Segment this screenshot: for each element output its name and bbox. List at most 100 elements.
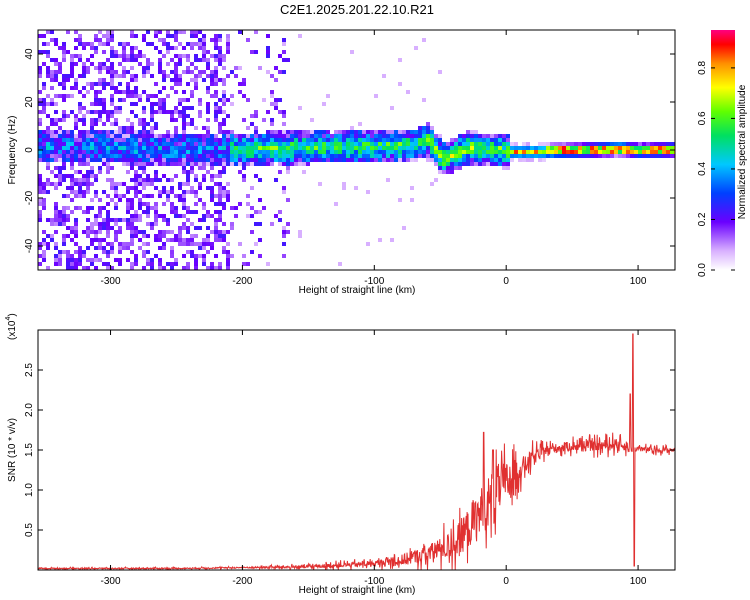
heatmap-cell bbox=[38, 150, 42, 154]
heatmap-cell bbox=[406, 154, 410, 158]
heatmap-cell bbox=[70, 162, 74, 166]
heatmap-cell bbox=[190, 146, 194, 150]
heatmap-cell bbox=[254, 146, 258, 150]
heatmap-cell bbox=[138, 158, 142, 162]
heatmap-cell bbox=[42, 82, 46, 86]
heatmap-cell bbox=[246, 214, 250, 218]
heatmap-cell bbox=[142, 126, 146, 130]
heatmap-cell bbox=[482, 138, 486, 142]
heatmap-cell bbox=[138, 174, 142, 178]
heatmap-cell bbox=[46, 30, 50, 34]
heatmap-cell bbox=[50, 182, 54, 186]
heatmap-cell bbox=[158, 70, 162, 74]
heatmap-cell bbox=[534, 146, 538, 150]
heatmap-cell bbox=[222, 170, 226, 174]
heatmap-cell bbox=[314, 142, 318, 146]
heatmap-cell bbox=[190, 186, 194, 190]
heatmap-cell bbox=[214, 118, 218, 122]
heatmap-cell bbox=[282, 162, 286, 166]
heatmap-cell bbox=[482, 150, 486, 154]
heatmap-cell bbox=[190, 154, 194, 158]
heatmap-cell bbox=[254, 30, 258, 34]
heatmap-cell bbox=[446, 146, 450, 150]
heatmap-cell bbox=[50, 158, 54, 162]
heatmap-cell bbox=[62, 78, 66, 82]
heatmap-cell bbox=[586, 142, 590, 146]
heatmap-cell bbox=[102, 250, 106, 254]
heatmap-cell bbox=[146, 182, 150, 186]
heatmap-cell bbox=[462, 150, 466, 154]
heatmap-cell bbox=[202, 158, 206, 162]
heatmap-cell bbox=[38, 146, 42, 150]
heatmap-cell bbox=[82, 74, 86, 78]
heatmap-cell bbox=[142, 34, 146, 38]
heatmap-cell bbox=[198, 30, 202, 34]
heatmap-cell bbox=[90, 258, 94, 262]
heatmap-cell bbox=[566, 154, 570, 158]
heatmap-cell bbox=[658, 142, 662, 146]
heatmap-cell bbox=[50, 38, 54, 42]
heatmap-cell bbox=[354, 158, 358, 162]
heatmap-cell bbox=[110, 266, 114, 270]
heatmap-cell bbox=[174, 146, 178, 150]
heatmap-cell bbox=[130, 238, 134, 242]
heatmap-cell bbox=[186, 170, 190, 174]
heatmap-cell bbox=[238, 66, 242, 70]
heatmap-cell bbox=[58, 66, 62, 70]
heatmap-cell bbox=[50, 86, 54, 90]
heatmap-cell bbox=[138, 202, 142, 206]
x-tick-label: 0 bbox=[503, 576, 509, 587]
heatmap-cell bbox=[426, 154, 430, 158]
heatmap-cell bbox=[230, 70, 234, 74]
heatmap-cell bbox=[294, 142, 298, 146]
heatmap-cell bbox=[130, 214, 134, 218]
heatmap-cell bbox=[386, 150, 390, 154]
heatmap-cell bbox=[598, 150, 602, 154]
heatmap-cell bbox=[182, 70, 186, 74]
heatmap-cell bbox=[222, 202, 226, 206]
heatmap-cell bbox=[186, 150, 190, 154]
heatmap-cell bbox=[438, 138, 442, 142]
heatmap-cell bbox=[154, 122, 158, 126]
heatmap-cell bbox=[118, 142, 122, 146]
heatmap-cell bbox=[342, 186, 346, 190]
heatmap-cell bbox=[342, 142, 346, 146]
heatmap-cell bbox=[438, 166, 442, 170]
heatmap-cell bbox=[86, 246, 90, 250]
heatmap-cell bbox=[422, 98, 426, 102]
heatmap-cell bbox=[182, 122, 186, 126]
heatmap-cell bbox=[570, 154, 574, 158]
heatmap-cell bbox=[142, 242, 146, 246]
heatmap-cell bbox=[254, 134, 258, 138]
heatmap-cell bbox=[302, 146, 306, 150]
heatmap-cell bbox=[146, 178, 150, 182]
heatmap-cell bbox=[482, 142, 486, 146]
heatmap-cell bbox=[606, 154, 610, 158]
heatmap-cell bbox=[202, 154, 206, 158]
heatmap-cell bbox=[130, 54, 134, 58]
heatmap-cell bbox=[90, 242, 94, 246]
heatmap-cell bbox=[214, 66, 218, 70]
heatmap-cell bbox=[326, 154, 330, 158]
heatmap-cell bbox=[218, 138, 222, 142]
heatmap-cell bbox=[94, 110, 98, 114]
heatmap-cell bbox=[150, 118, 154, 122]
heatmap-cell bbox=[158, 30, 162, 34]
heatmap-cell bbox=[258, 154, 262, 158]
heatmap-cell bbox=[114, 206, 118, 210]
heatmap-cell bbox=[178, 242, 182, 246]
heatmap-cell bbox=[222, 78, 226, 82]
heatmap-cell bbox=[130, 230, 134, 234]
heatmap-cell bbox=[258, 134, 262, 138]
heatmap-cell bbox=[210, 186, 214, 190]
heatmap-cell bbox=[414, 142, 418, 146]
heatmap-cell bbox=[170, 262, 174, 266]
heatmap-cell bbox=[54, 110, 58, 114]
heatmap-cell bbox=[82, 70, 86, 74]
heatmap-cell bbox=[246, 38, 250, 42]
heatmap-cell bbox=[666, 142, 670, 146]
heatmap-cell bbox=[94, 154, 98, 158]
heatmap-cell bbox=[102, 142, 106, 146]
heatmap-cell bbox=[350, 134, 354, 138]
heatmap-cell bbox=[130, 226, 134, 230]
